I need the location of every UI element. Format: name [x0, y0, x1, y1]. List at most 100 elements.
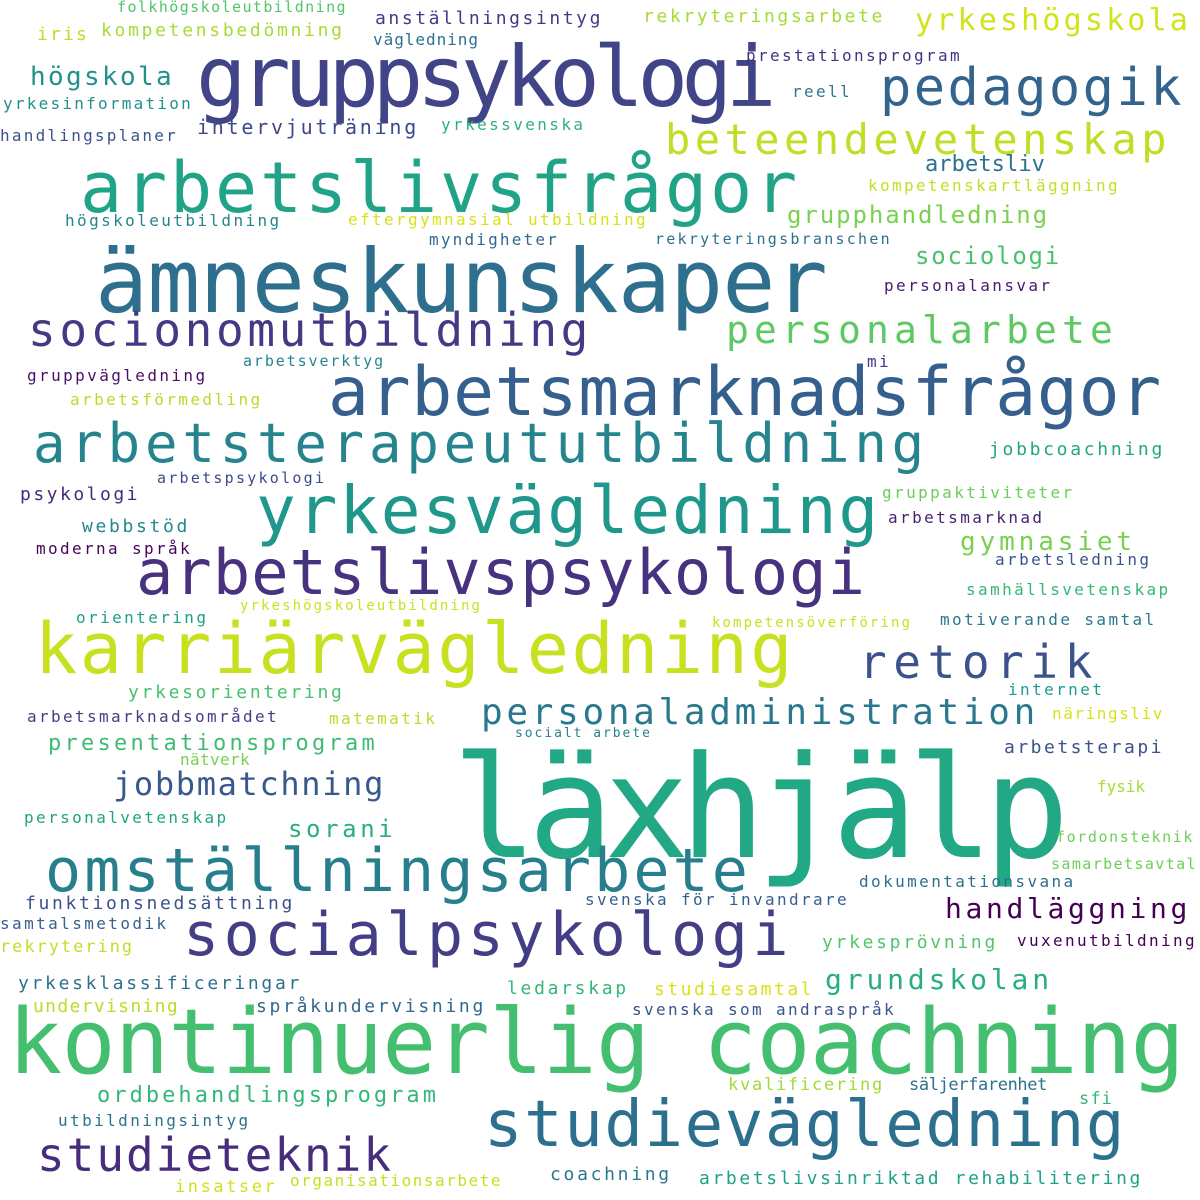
word-arbetslivspsykologi: arbetslivspsykologi	[136, 536, 866, 609]
word-personaladministration: personaladministration	[481, 692, 1039, 733]
word-dokumentationsvana: dokumentationsvana	[859, 872, 1076, 891]
word-jobbmatchning: jobbmatchning	[113, 765, 385, 803]
word-samtalsmetodik: samtalsmetodik	[0, 914, 169, 933]
word-grupphandledning: grupphandledning	[787, 201, 1049, 229]
word-beteendevetenskap: beteendevetenskap	[665, 115, 1171, 164]
word-yrkesprovning: yrkesprövning	[822, 932, 998, 953]
word-personalvetenskap: personalvetenskap	[24, 808, 229, 827]
word-sprakundervisning: språkundervisning	[256, 996, 486, 1017]
word-yrkessvenska: yrkessvenska	[441, 115, 586, 134]
word-arbetsliv: arbetsliv	[925, 152, 1045, 177]
word-folkhogskoleutbildning: folkhögskoleutbildning	[117, 0, 347, 16]
word-kompetensbedomning: kompetensbedömning	[101, 20, 345, 41]
word-anstallningsintyg: anställningsintyg	[375, 8, 603, 29]
word-socialt-arbete: socialt arbete	[515, 726, 652, 741]
word-coachning: coachning	[550, 1164, 672, 1185]
word-gruppaktiviteter: gruppaktiviteter	[882, 483, 1075, 502]
word-handlaggning: handläggning	[945, 892, 1191, 925]
word-vuxenutbildning: vuxenutbildning	[1017, 931, 1197, 950]
word-handlingsplaner: handlingsplaner	[0, 126, 178, 145]
word-matematik: matematik	[329, 709, 438, 728]
word-motiverande-samtal: motiverande samtal	[940, 610, 1157, 629]
word-kompetenskartlaggning: kompetenskartläggning	[868, 176, 1120, 195]
word-sociologi: sociologi	[915, 242, 1061, 270]
word-insatser: insatser	[175, 1177, 278, 1197]
word-rekryteringsbranschen: rekryteringsbranschen	[655, 230, 892, 248]
word-mi: mi	[867, 352, 892, 371]
word-organisationsarbete: organisationsarbete	[290, 1171, 502, 1190]
word-personalarbete: personalarbete	[726, 308, 1118, 352]
word-jobbcoachning: jobbcoachning	[989, 439, 1165, 460]
word-orientering: orientering	[76, 608, 209, 627]
word-presentationsprogram: presentationsprogram	[48, 731, 378, 756]
word-intervjutraning: intervjuträning	[197, 115, 419, 139]
word-yrkeshogskoleutbildning: yrkeshögskoleutbildning	[240, 598, 482, 614]
word-hogskoleutbildning: högskoleutbildning	[65, 211, 282, 230]
word-undervisning: undervisning	[33, 996, 179, 1017]
word-arbetslivsinriktad-rehabilitering: arbetslivsinriktad rehabilitering	[699, 1168, 1143, 1189]
word-ledarskap: ledarskap	[507, 978, 629, 999]
word-internet: internet	[1008, 680, 1105, 699]
word-laxhjalp: läxhjälp	[452, 726, 1069, 891]
word-studieteknik: studieteknik	[37, 1128, 393, 1182]
word-sorani: sorani	[288, 815, 397, 843]
word-arbetsledning: arbetsledning	[995, 550, 1152, 569]
word-vagledning: vägledning	[373, 30, 479, 49]
word-studiesamtal: studiesamtal	[654, 979, 814, 1000]
word-socionomutbildning: socionomutbildning	[28, 303, 592, 357]
word-arbetslivsfragor: arbetslivsfrågor	[80, 147, 800, 229]
word-moderna-sprak: moderna språk	[36, 539, 192, 558]
word-eftergymnasial-utbildning: eftergymnasial utbildning	[348, 210, 648, 229]
word-kvalificering: kvalificering	[728, 1075, 884, 1095]
word-psykologi: psykologi	[20, 484, 140, 505]
word-arbetsverktyg: arbetsverktyg	[243, 352, 385, 370]
word-samhallsvetenskap: samhällsvetenskap	[966, 580, 1171, 599]
word-arbetsmarknad: arbetsmarknad	[888, 508, 1045, 527]
word-fysik: fysik	[1097, 777, 1145, 796]
word-ordbehandlingsprogram: ordbehandlingsprogram	[97, 1083, 439, 1108]
word-retorik: retorik	[859, 635, 1099, 689]
word-arbetsmarknadsfragor: arbetsmarknadsfrågor	[328, 353, 1162, 432]
word-arbetsterapeututbildning: arbetsterapeututbildning	[33, 412, 929, 475]
word-karriarvagledning: karriärvägledning	[35, 608, 795, 690]
word-personalansvar: personalansvar	[884, 276, 1053, 295]
word-prestationsprogram: prestationsprogram	[746, 46, 962, 65]
word-naringsliv: näringsliv	[1052, 704, 1164, 723]
word-rekrytering: rekrytering	[0, 937, 134, 957]
word-svenska-for-invandrare: svenska för invandrare	[585, 890, 849, 909]
word-gruppsykologi: gruppsykologi	[196, 28, 776, 126]
word-pedagogik: pedagogik	[880, 58, 1184, 118]
word-samarbetsavtal: samarbetsavtal	[1051, 855, 1197, 873]
word-yrkesvagledning: yrkesvägledning	[256, 472, 880, 549]
word-amneskunskaper: ämneskunskaper	[95, 230, 828, 333]
word-iris: iris	[37, 24, 89, 45]
word-omstallningsarbete: omställningsarbete	[45, 836, 751, 906]
word-rekryteringsarbete: rekryteringsarbete	[643, 6, 885, 27]
word-sfi: sfi	[1079, 1089, 1113, 1109]
word-yrkesorientering: yrkesorientering	[128, 682, 345, 703]
word-utbildningsintyg: utbildningsintyg	[58, 1111, 251, 1130]
word-natverk: nätverk	[180, 750, 250, 769]
word-arbetsmarknadsomradet: arbetsmarknadsområdet	[27, 707, 279, 726]
word-reell: reell	[792, 82, 852, 101]
word-grundskolan: grundskolan	[825, 963, 1053, 996]
word-arbetspsykologi: arbetspsykologi	[157, 469, 327, 487]
word-fordonsteknik: fordonsteknik	[1056, 828, 1194, 846]
word-saljerfarenhet: säljerfarenhet	[909, 1075, 1047, 1095]
word-myndigheter: myndigheter	[429, 230, 559, 249]
word-arbetsformedling: arbetsförmedling	[70, 390, 263, 409]
word-arbetsterapi: arbetsterapi	[1004, 737, 1164, 758]
word-studievagledning: studievägledning	[484, 1088, 1126, 1162]
word-svenska-som-andrasprak: svenska som andraspråk	[632, 1000, 896, 1019]
word-socialpsykologi: socialpsykologi	[183, 900, 793, 970]
word-kompetensoverforing: kompetensöverföring	[712, 615, 912, 631]
word-yrkesinformation: yrkesinformation	[3, 94, 193, 113]
word-gruppvagledning: gruppvägledning	[27, 366, 208, 385]
word-kontinuerlig-coachning: kontinuerlig coachning	[8, 990, 1185, 1095]
word-hogskola: högskola	[30, 62, 174, 92]
word-webbstod: webbstöd	[82, 516, 190, 537]
word-funktionsnedsattning: funktionsnedsättning	[25, 893, 295, 914]
word-gymnasiet: gymnasiet	[960, 527, 1136, 557]
word-yrkesklassificeringar: yrkesklassificeringar	[18, 973, 302, 994]
